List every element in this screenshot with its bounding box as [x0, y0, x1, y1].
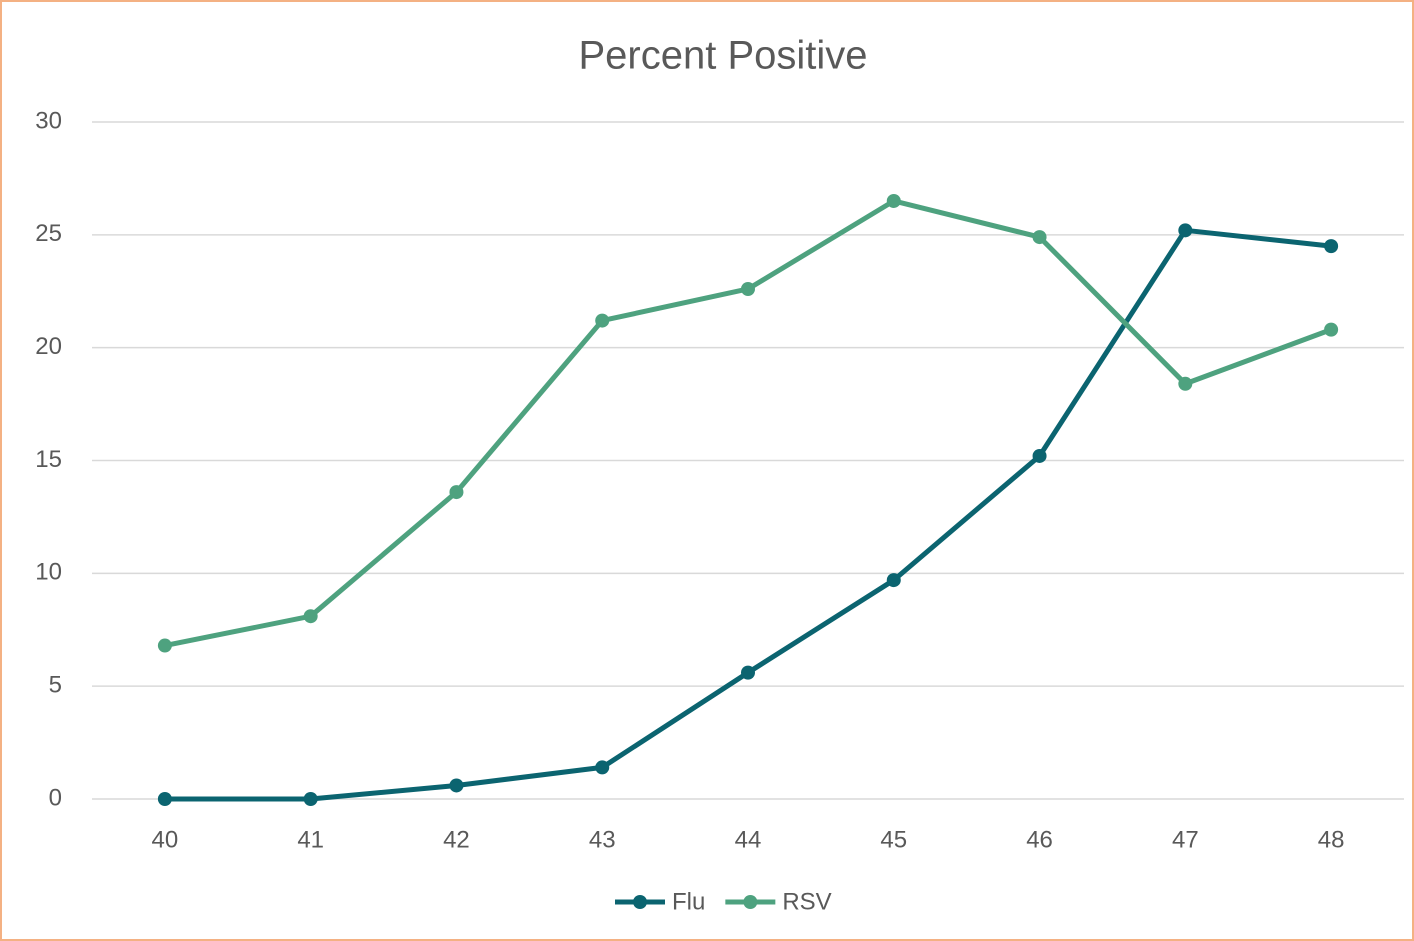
y-tick-label: 25: [35, 220, 62, 247]
legend-label: RSV: [782, 888, 831, 915]
y-tick-label: 0: [49, 784, 62, 811]
x-tick-label: 47: [1172, 826, 1199, 853]
x-tick-label: 43: [589, 826, 616, 853]
chart-title: Percent Positive: [578, 34, 867, 78]
series-marker: [157, 638, 172, 653]
y-tick-label: 10: [35, 559, 62, 586]
series-marker: [1032, 230, 1047, 245]
series-marker: [303, 792, 318, 806]
x-tick-label: 44: [735, 826, 762, 853]
series-marker: [741, 281, 755, 296]
y-tick-label: 5: [49, 672, 62, 699]
series-marker: [1324, 322, 1339, 337]
y-tick-label: 20: [35, 333, 62, 360]
series-marker: [449, 778, 464, 793]
series-marker: [741, 665, 755, 680]
x-tick-label: 48: [1318, 826, 1345, 853]
series-marker: [1324, 239, 1339, 254]
x-tick-label: 41: [297, 826, 324, 853]
y-tick-label: 30: [35, 107, 62, 134]
series-marker: [303, 609, 318, 624]
series-marker: [595, 760, 610, 775]
legend-marker: [743, 895, 758, 909]
legend-label: Flu: [672, 888, 705, 915]
y-tick-label: 15: [35, 446, 62, 473]
series-marker: [449, 485, 464, 500]
legend-marker: [633, 895, 647, 909]
series-marker: [1178, 376, 1193, 391]
x-tick-label: 40: [152, 826, 179, 853]
x-tick-label: 45: [880, 826, 907, 853]
x-tick-label: 42: [443, 826, 470, 853]
series-marker: [886, 573, 901, 588]
series-marker: [595, 313, 610, 328]
x-tick-label: 46: [1026, 826, 1053, 853]
series-marker: [1178, 223, 1193, 238]
series-marker: [157, 792, 172, 806]
series-marker: [1032, 448, 1047, 463]
series-marker: [886, 193, 901, 208]
